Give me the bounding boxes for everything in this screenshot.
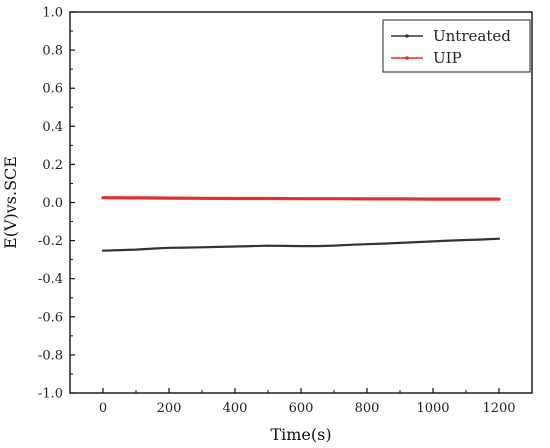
x-tick-label: 400 [223,401,248,416]
y-tick-label: 1.0 [42,6,63,21]
legend-label-uip: UIP [433,49,462,67]
data-point-uip [168,197,170,200]
data-point-untreated [184,246,187,249]
plot-frame [69,11,533,394]
legend-marker-untreated [405,34,409,38]
data-point-untreated [250,245,253,248]
y-tick-label: -0.2 [38,234,63,249]
data-point-uip [465,198,467,201]
data-point-uip [201,197,203,200]
data-point-untreated [151,247,154,250]
data-point-uip [399,198,401,200]
y-tick-label: -1.0 [38,387,63,402]
y-tick-label: 0.6 [42,82,63,97]
data-point-untreated [300,245,302,248]
data-point-uip [432,198,434,201]
data-point-untreated [217,246,220,248]
y-axis-title: E(V)vs.SCE [1,156,20,249]
x-tick-label: 1000 [416,401,449,416]
legend-box [382,19,531,73]
data-point-untreated [201,246,203,249]
y-tick-label: 0.8 [42,44,63,59]
legend-label-untreated: Untreated [433,27,511,45]
data-point-untreated [234,245,236,248]
data-point-uip [366,198,368,200]
y-tick-label: -0.4 [38,272,63,287]
data-point-untreated [415,241,418,244]
y-tick-label: -0.6 [38,310,63,325]
x-axis-title: Time(s) [270,425,331,444]
data-point-uip [267,197,269,200]
y-tick-label: 0.4 [42,120,63,135]
data-point-untreated [135,248,137,251]
series-group [101,196,501,252]
x-tick-label: 600 [289,401,314,416]
x-tick-label: 0 [99,401,107,416]
legend: Untreated UIP [382,19,531,73]
data-point-untreated [481,238,484,241]
data-point-untreated [432,240,434,243]
data-point-untreated [168,246,170,249]
data-point-untreated [382,242,385,245]
data-point-uip [300,197,302,200]
y-tick-label: 0.0 [42,196,63,211]
data-point-untreated [399,242,401,244]
x-tick-label: 200 [157,401,182,416]
data-point-uip [135,197,137,199]
data-point-untreated [366,243,368,246]
data-point-untreated [465,239,467,241]
data-point-untreated [349,243,352,246]
data-point-untreated [333,244,335,247]
data-point-untreated [498,237,500,240]
data-point-untreated [102,249,104,252]
data-point-uip [333,197,335,200]
x-tick-label: 1200 [482,401,515,416]
data-point-untreated [267,244,269,247]
legend-marker-uip [405,56,409,60]
x-tick-label: 800 [355,401,380,416]
data-point-uip [102,196,104,199]
ticks-group: -1.0 -0.8 -0.6 -0.4 -0.2 0.0 0.2 0.4 0.6 0.8 1.0 0 2… [38,6,516,417]
data-point-untreated [316,245,319,248]
data-point-untreated [283,245,286,247]
data-point-untreated [118,249,121,252]
data-point-untreated [448,239,451,242]
y-tick-label: -0.8 [38,348,63,363]
y-tick-label: 0.2 [42,158,63,173]
data-point-uip [498,198,500,201]
data-point-uip [234,197,236,200]
